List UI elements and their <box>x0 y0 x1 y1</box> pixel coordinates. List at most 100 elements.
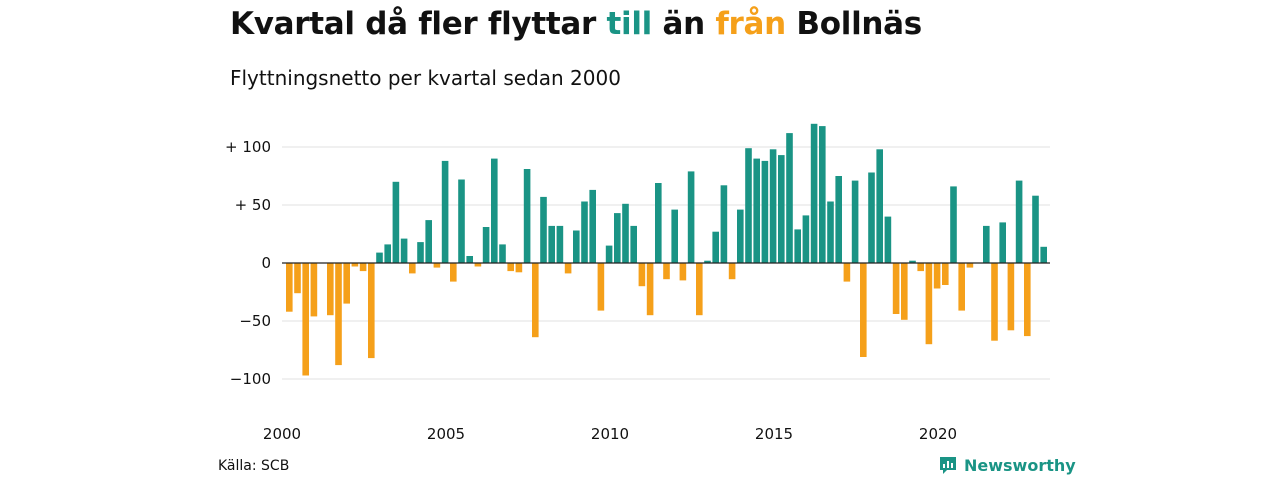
bar <box>433 263 441 268</box>
bar <box>556 225 564 263</box>
bar <box>564 263 572 274</box>
bar <box>294 263 301 294</box>
x-tick-label: 2010 <box>591 425 629 443</box>
chart-subtitle: Flyttningsnetto per kvartal sedan 2000 <box>230 66 621 90</box>
bar <box>376 252 383 263</box>
bar <box>851 180 859 263</box>
bar <box>687 171 695 263</box>
bar <box>933 263 941 289</box>
bar <box>523 169 531 263</box>
bar <box>884 216 892 263</box>
bar <box>384 244 391 263</box>
bar <box>892 263 900 314</box>
bar <box>491 158 498 263</box>
y-tick-label: 0 <box>261 254 271 272</box>
bar <box>810 123 818 263</box>
bar <box>1040 246 1047 263</box>
bar <box>474 263 482 267</box>
bar <box>507 263 514 272</box>
y-tick-label: −100 <box>230 370 271 388</box>
bar <box>1024 263 1031 337</box>
bar <box>679 263 687 281</box>
bar <box>450 263 457 282</box>
bar <box>573 230 580 263</box>
title-text-1: Kvartal då fler flyttar <box>230 6 607 42</box>
bar <box>655 183 662 263</box>
bar <box>991 263 998 341</box>
bar <box>302 263 309 376</box>
bar <box>794 229 801 263</box>
bar <box>999 222 1006 263</box>
bar <box>1015 180 1023 263</box>
x-tick-label: 2000 <box>263 425 301 443</box>
title-text-3: Bollnäs <box>785 6 922 42</box>
bar <box>983 225 990 263</box>
y-tick-label: −50 <box>239 312 271 330</box>
x-tick-label: 2015 <box>755 425 793 443</box>
bar <box>335 263 342 366</box>
bar <box>359 263 367 272</box>
bar <box>868 172 875 263</box>
bar <box>343 263 350 304</box>
bar <box>327 263 334 316</box>
newsworthy-logo: Newsworthy <box>938 455 1076 475</box>
bar <box>958 263 965 311</box>
bar <box>466 256 473 263</box>
bar <box>860 263 867 357</box>
bar <box>441 160 449 263</box>
bar <box>614 213 621 263</box>
bar <box>622 203 629 263</box>
chart-title: Kvartal då fler flyttar till än från Bol… <box>230 6 922 42</box>
y-tick-label: + 50 <box>235 196 271 214</box>
bar <box>737 209 744 263</box>
bar <box>843 263 851 282</box>
bar <box>548 225 555 263</box>
bar <box>720 185 728 263</box>
y-tick-label: + 100 <box>225 138 271 156</box>
bar <box>409 263 416 274</box>
bar <box>704 260 711 263</box>
newsworthy-logo-icon <box>940 457 956 474</box>
bar <box>769 149 777 263</box>
bar <box>638 263 646 287</box>
bar <box>712 231 719 263</box>
bar <box>696 263 703 316</box>
bar <box>540 196 547 263</box>
bar <box>499 244 506 263</box>
title-highlight-till: till <box>606 6 652 42</box>
x-tick-label: 2005 <box>427 425 465 443</box>
bar <box>835 176 842 263</box>
bar <box>605 245 613 263</box>
brand-name: Newsworthy <box>964 455 1076 475</box>
bar <box>901 263 908 320</box>
bar <box>802 215 810 263</box>
bar <box>827 201 834 263</box>
bar <box>671 209 678 263</box>
bar <box>532 263 539 338</box>
bar <box>753 158 760 263</box>
bar <box>581 201 588 263</box>
bar <box>745 148 752 263</box>
bar <box>458 179 465 263</box>
bar <box>728 263 736 280</box>
title-highlight-fran: från <box>715 6 786 42</box>
bar <box>368 263 375 359</box>
bar <box>630 225 637 263</box>
bar <box>761 160 769 263</box>
bar <box>950 186 957 263</box>
bar <box>925 263 933 345</box>
title-text-2: än <box>651 6 716 42</box>
bar <box>417 242 424 263</box>
bar <box>876 149 883 263</box>
bar <box>1032 195 1039 263</box>
bar <box>909 260 916 263</box>
bar <box>400 238 408 263</box>
bar <box>310 263 318 317</box>
bar <box>589 189 596 263</box>
bar <box>778 155 785 263</box>
bar <box>663 263 670 280</box>
bar <box>392 181 400 263</box>
x-tick-label: 2020 <box>919 425 957 443</box>
bar <box>942 263 949 285</box>
